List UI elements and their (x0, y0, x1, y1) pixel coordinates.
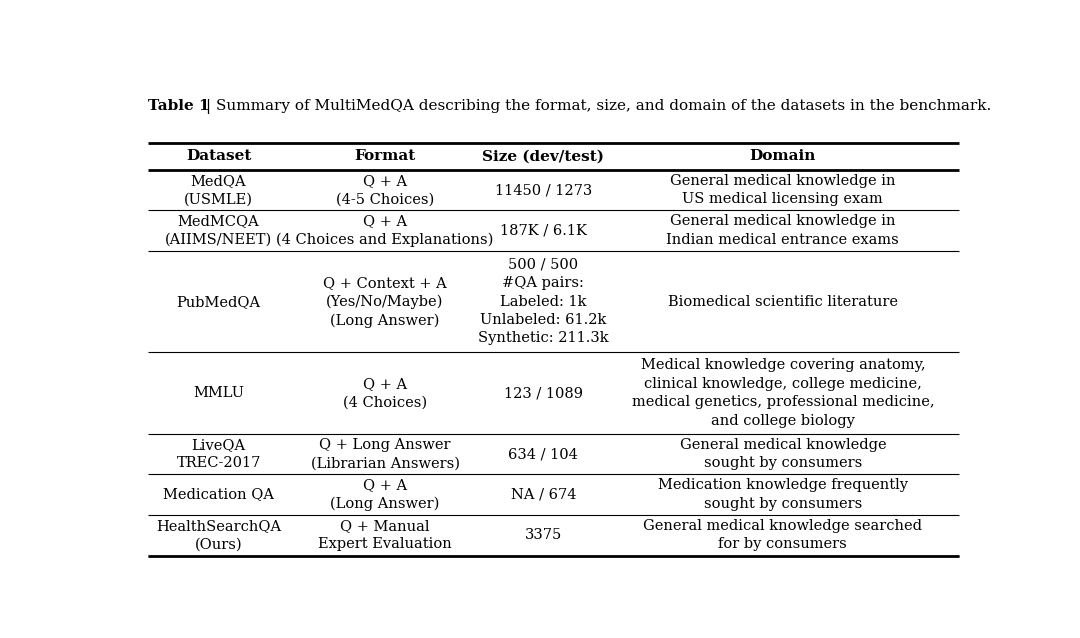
Text: Q + A
(4-5 Choices): Q + A (4-5 Choices) (336, 174, 434, 206)
Text: 3375: 3375 (525, 528, 562, 542)
Text: General medical knowledge searched
for by consumers: General medical knowledge searched for b… (644, 519, 922, 551)
Text: Q + A
(Long Answer): Q + A (Long Answer) (330, 478, 440, 511)
Text: Medication knowledge frequently
sought by consumers: Medication knowledge frequently sought b… (658, 478, 908, 511)
Text: HealthSearchQA
(Ours): HealthSearchQA (Ours) (156, 519, 281, 551)
Text: Format: Format (354, 149, 416, 163)
Text: Q + A
(4 Choices): Q + A (4 Choices) (343, 377, 427, 410)
Text: Domain: Domain (750, 149, 816, 163)
Text: MedMCQA
(AIIMS/NEET): MedMCQA (AIIMS/NEET) (165, 214, 272, 247)
Text: Table 1: Table 1 (148, 99, 210, 113)
Text: Medical knowledge covering anatomy,
clinical knowledge, college medicine,
medica: Medical knowledge covering anatomy, clin… (632, 359, 934, 427)
Text: General medical knowledge in
US medical licensing exam: General medical knowledge in US medical … (670, 174, 895, 206)
Text: | Summary of MultiMedQA describing the format, size, and domain of the datasets : | Summary of MultiMedQA describing the f… (201, 99, 991, 114)
Text: Biomedical scientific literature: Biomedical scientific literature (667, 295, 897, 309)
Text: MedQA
(USMLE): MedQA (USMLE) (184, 174, 253, 206)
Text: General medical knowledge in
Indian medical entrance exams: General medical knowledge in Indian medi… (666, 214, 900, 247)
Text: Size (dev/test): Size (dev/test) (483, 149, 605, 163)
Text: Medication QA: Medication QA (163, 487, 274, 501)
Text: 634 / 104: 634 / 104 (509, 447, 578, 461)
Text: NA / 674: NA / 674 (511, 487, 576, 501)
Text: Dataset: Dataset (186, 149, 252, 163)
Text: Q + Long Answer
(Librarian Answers): Q + Long Answer (Librarian Answers) (311, 438, 459, 470)
Text: Q + Context + A
(Yes/No/Maybe)
(Long Answer): Q + Context + A (Yes/No/Maybe) (Long Ans… (323, 276, 447, 328)
Text: PubMedQA: PubMedQA (176, 295, 260, 309)
Text: Q + Manual
Expert Evaluation: Q + Manual Expert Evaluation (319, 519, 451, 551)
Text: 123 / 1089: 123 / 1089 (504, 386, 583, 400)
Text: LiveQA
TREC-2017: LiveQA TREC-2017 (176, 438, 260, 470)
Text: Q + A
(4 Choices and Explanations): Q + A (4 Choices and Explanations) (276, 214, 494, 247)
Text: MMLU: MMLU (193, 386, 244, 400)
Text: 11450 / 1273: 11450 / 1273 (495, 183, 592, 197)
Text: 187K / 6.1K: 187K / 6.1K (500, 224, 586, 237)
Text: General medical knowledge
sought by consumers: General medical knowledge sought by cons… (679, 438, 887, 470)
Text: 500 / 500
#QA pairs:
Labeled: 1k
Unlabeled: 61.2k
Synthetic: 211.3k: 500 / 500 #QA pairs: Labeled: 1k Unlabel… (478, 258, 609, 346)
